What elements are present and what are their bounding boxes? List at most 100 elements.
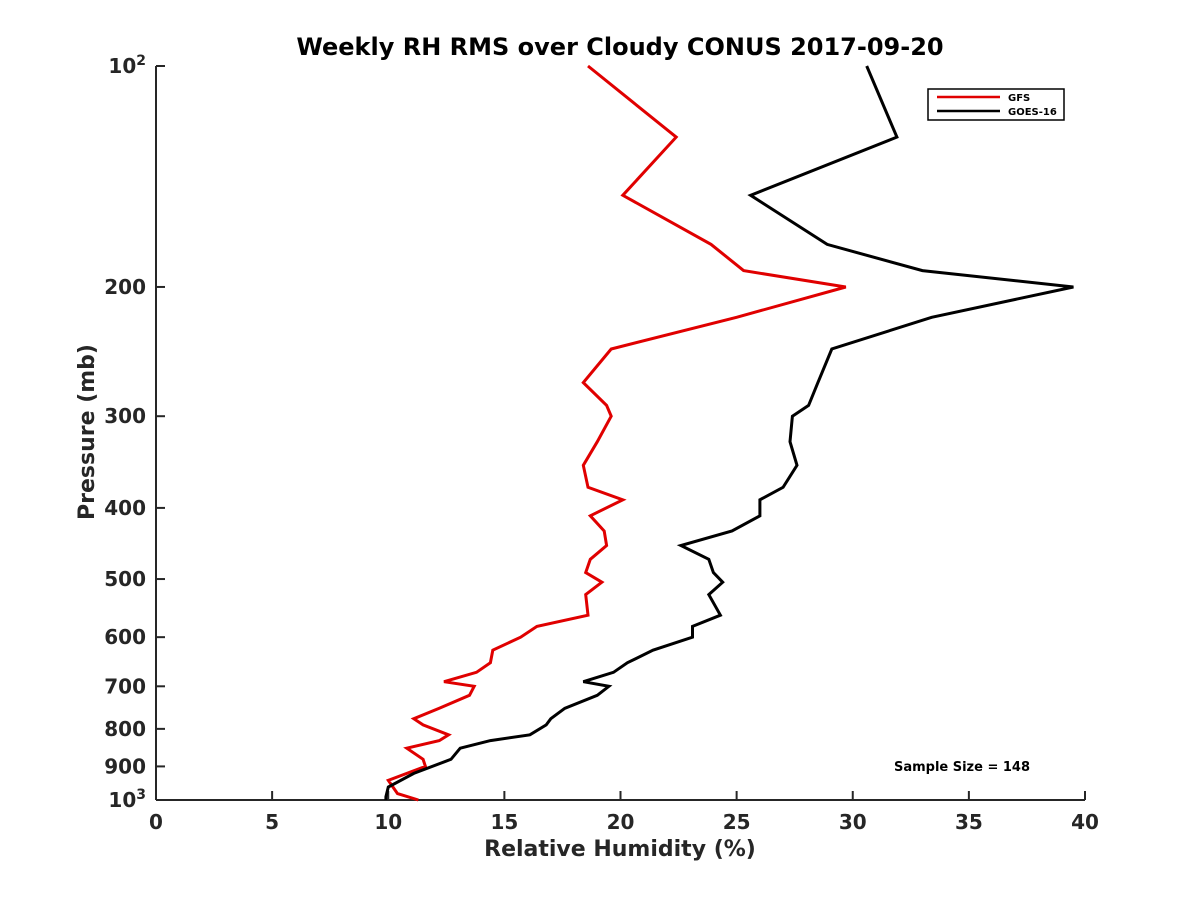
data-point-gfs bbox=[605, 404, 607, 406]
data-point-gfs bbox=[610, 415, 612, 417]
y-tick-label: 102 bbox=[108, 53, 146, 78]
data-point-gfs bbox=[603, 530, 605, 532]
data-point-gfs bbox=[475, 671, 477, 673]
data-point-gfs bbox=[742, 269, 744, 271]
y-tick-label: 103 bbox=[108, 787, 146, 812]
data-point-goes16 bbox=[596, 694, 598, 696]
data-point-goes16 bbox=[691, 636, 693, 638]
data-point-gfs bbox=[443, 681, 445, 683]
data-point-gfs bbox=[468, 694, 470, 696]
data-point-goes16 bbox=[712, 571, 714, 573]
y-tick-label: 400 bbox=[104, 496, 146, 520]
data-point-goes16 bbox=[708, 593, 710, 595]
x-tick-label: 15 bbox=[490, 810, 518, 834]
data-point-gfs bbox=[447, 734, 449, 736]
chart-title: Weekly RH RMS over Cloudy CONUS 2017-09-… bbox=[296, 33, 943, 61]
data-point-goes16 bbox=[749, 194, 751, 196]
legend-label-gfs: GFS bbox=[1008, 93, 1030, 104]
data-point-goes16 bbox=[722, 581, 724, 583]
data-point-goes16 bbox=[817, 381, 819, 383]
data-point-goes16 bbox=[489, 739, 491, 741]
data-point-gfs bbox=[438, 707, 440, 709]
data-point-goes16 bbox=[550, 718, 552, 720]
data-point-goes16 bbox=[796, 464, 798, 466]
data-point-goes16 bbox=[896, 136, 898, 138]
data-point-gfs bbox=[422, 758, 424, 760]
data-point-goes16 bbox=[826, 243, 828, 245]
data-point-goes16 bbox=[921, 269, 923, 271]
legend: GFS GOES-16 bbox=[927, 88, 1065, 121]
data-point-gfs bbox=[413, 718, 415, 720]
y-tick-label: 200 bbox=[104, 275, 146, 299]
series-layer bbox=[384, 64, 1074, 802]
data-point-gfs bbox=[387, 779, 389, 781]
data-point-goes16 bbox=[789, 441, 791, 443]
sample-size-note: Sample Size = 148 bbox=[894, 760, 1030, 775]
data-point-gfs bbox=[492, 649, 494, 651]
data-point-goes16 bbox=[545, 724, 547, 726]
data-point-goes16 bbox=[652, 649, 654, 651]
data-point-gfs bbox=[585, 593, 587, 595]
x-tick-label: 30 bbox=[839, 810, 867, 834]
data-point-goes16 bbox=[529, 734, 531, 736]
series-line-goes16 bbox=[384, 65, 1074, 800]
data-point-gfs bbox=[622, 194, 624, 196]
y-tick-label: 800 bbox=[104, 717, 146, 741]
data-point-gfs bbox=[596, 441, 598, 443]
data-point-gfs bbox=[589, 558, 591, 560]
data-point-goes16 bbox=[866, 65, 868, 67]
data-point-gfs bbox=[675, 136, 677, 138]
data-point-goes16 bbox=[807, 404, 809, 406]
y-tick-label: 500 bbox=[104, 567, 146, 591]
data-point-goes16 bbox=[626, 662, 628, 664]
data-point-gfs bbox=[519, 636, 521, 638]
data-point-gfs bbox=[845, 286, 847, 288]
data-point-goes16 bbox=[708, 558, 710, 560]
data-point-gfs bbox=[622, 499, 624, 501]
data-point-gfs bbox=[417, 799, 419, 801]
data-point-goes16 bbox=[450, 758, 452, 760]
data-point-gfs bbox=[406, 747, 408, 749]
x-tick-label: 0 bbox=[149, 810, 163, 834]
data-point-gfs bbox=[587, 486, 589, 488]
data-point-goes16 bbox=[413, 772, 415, 774]
data-point-gfs bbox=[587, 614, 589, 616]
data-point-goes16 bbox=[719, 614, 721, 616]
data-point-goes16 bbox=[564, 707, 566, 709]
data-point-goes16 bbox=[459, 747, 461, 749]
data-point-gfs bbox=[473, 685, 475, 687]
data-point-gfs bbox=[585, 571, 587, 573]
x-tick-label: 10 bbox=[374, 810, 402, 834]
data-point-gfs bbox=[605, 544, 607, 546]
data-point-goes16 bbox=[731, 530, 733, 532]
data-point-gfs bbox=[489, 662, 491, 664]
x-tick-label: 20 bbox=[607, 810, 635, 834]
data-point-gfs bbox=[610, 348, 612, 350]
data-point-goes16 bbox=[791, 415, 793, 417]
data-point-goes16 bbox=[759, 499, 761, 501]
data-point-goes16 bbox=[582, 681, 584, 683]
y-tick-label: 900 bbox=[104, 754, 146, 778]
data-point-goes16 bbox=[759, 515, 761, 517]
x-tick-label: 5 bbox=[265, 810, 279, 834]
data-point-goes16 bbox=[691, 625, 693, 627]
data-point-gfs bbox=[582, 464, 584, 466]
data-point-gfs bbox=[422, 724, 424, 726]
axes-layer: 0 5 10 15 20 25 30 35 40 102 200 300 400 500 600 700 800… bbox=[104, 53, 1099, 834]
y-axis-label: Pressure (mb) bbox=[75, 344, 100, 520]
data-point-gfs bbox=[438, 739, 440, 741]
x-tick-label: 40 bbox=[1071, 810, 1099, 834]
data-point-goes16 bbox=[680, 544, 682, 546]
x-axis-label: Relative Humidity (%) bbox=[484, 837, 756, 862]
data-point-goes16 bbox=[782, 486, 784, 488]
data-point-goes16 bbox=[1072, 286, 1074, 288]
data-point-gfs bbox=[589, 515, 591, 517]
y-tick-label: 300 bbox=[104, 404, 146, 428]
series-line-gfs bbox=[385, 64, 847, 802]
y-tick-label: 600 bbox=[104, 625, 146, 649]
data-point-gfs bbox=[601, 581, 603, 583]
data-point-goes16 bbox=[385, 799, 387, 801]
legend-box bbox=[927, 88, 1065, 121]
